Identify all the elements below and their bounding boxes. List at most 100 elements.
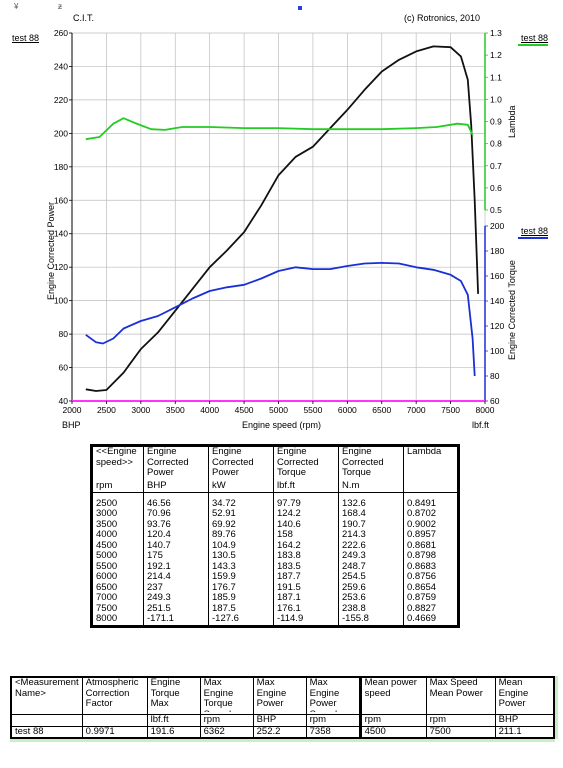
table-cell: 130.5 — [208, 550, 274, 562]
y-tick-label-lambda: 0.9 — [490, 117, 502, 127]
unit-cell: rpm — [305, 714, 361, 727]
table-row: 6000 214.4 159.9 187.7 254.5 0.8756 — [92, 571, 459, 583]
header-mark-right: ƶ — [58, 2, 62, 11]
table-cell: 46.56 — [143, 498, 209, 509]
y-tick-label-lambda: 0.5 — [490, 205, 502, 215]
unit-cell: rpm — [199, 714, 254, 727]
y-tick-label-power: 200 — [54, 128, 68, 138]
y-tick-label-power: 40 — [59, 396, 69, 406]
y-tick-label-lambda: 0.7 — [490, 161, 502, 171]
header-dot-icon — [298, 6, 302, 10]
y-tick-label-power: 240 — [54, 61, 68, 71]
table-cell: 143.3 — [208, 561, 274, 572]
col-header-max-power-speed: Max Engine Power Speed — [309, 678, 340, 712]
col-header-mean-engine-power: Mean Engine Power — [498, 678, 529, 709]
unit-cell: BHP — [143, 480, 209, 493]
table-cell: 0.8798 — [403, 550, 459, 562]
table-cell: -127.6 — [208, 613, 274, 627]
header-copyright: (c) Rotronics, 2010 — [404, 13, 481, 23]
unit-cell: BHP — [252, 714, 307, 727]
table-cell: 249.3 — [338, 550, 404, 562]
y-tick-label-power: 180 — [54, 162, 68, 172]
x-tick-label: 7500 — [441, 405, 460, 415]
col-header-atmospheric-correction: Atmospheric Correction Factor — [85, 678, 139, 709]
table-cell: 192.1 — [143, 561, 209, 572]
table-row: 4000 120.4 89.76 158 214.3 0.8957 — [92, 529, 459, 541]
y-tick-label-lambda: 1.0 — [490, 94, 502, 104]
y-tick-label-power: 100 — [54, 296, 68, 306]
legend-line-torque — [518, 237, 548, 239]
table-row: 7000 249.3 185.9 187.1 253.6 0.8759 — [92, 592, 459, 604]
y-tick-label-lambda: 1.3 — [490, 28, 502, 38]
col-header-torque-nm: Engine Corrected Torque — [342, 447, 384, 478]
series-line-lambda — [85, 117, 474, 141]
table-row: 3500 93.76 69.92 140.6 190.7 0.9002 — [92, 519, 459, 530]
table-row: test 88 0.9971 191.6 6362 252.2 7358 450… — [11, 726, 554, 738]
y-tick-label-torque: 60 — [490, 396, 500, 406]
table-cell: 124.2 — [273, 508, 339, 520]
results-table: <<Engine speed>> Engine Corrected Power … — [90, 444, 460, 628]
table-cell: 120.4 — [143, 529, 209, 541]
table-cell: 0.4669 — [403, 613, 459, 627]
col-header-max-torque-speed: Max Engine Torque Speed — [203, 678, 234, 712]
x-tick-label: 5000 — [269, 405, 288, 415]
table-cell: 7000 — [96, 592, 118, 603]
y-tick-label-power: 140 — [54, 229, 68, 239]
unit-cell: N.m — [338, 480, 404, 493]
table-cell: 0.8702 — [403, 508, 459, 520]
table-cell: 4000 — [96, 529, 118, 540]
y-tick-label-power: 160 — [54, 195, 68, 205]
y-tick-label-power: 120 — [54, 262, 68, 272]
table-row: 5500 192.1 143.3 183.5 248.7 0.8683 — [92, 561, 459, 572]
unit-cell: rpm — [358, 714, 427, 727]
col-header-lambda: Lambda — [407, 447, 442, 457]
units-row: lbf.ft rpm BHP rpm rpm rpm BHP — [11, 714, 554, 727]
table-row: 3000 70.96 52.91 124.2 168.4 0.8702 — [92, 508, 459, 520]
header-subtitle: C.I.T. — [73, 13, 95, 23]
y-tick-label-power: 80 — [59, 329, 69, 339]
table-cell: 6362 — [199, 726, 254, 738]
dyno-chart: 2000 2500 3000 3500 4000 4500 5000 5500 6000 6500… — [54, 28, 505, 415]
table-cell: 4500 — [96, 539, 118, 551]
header-mark-left: ¥ — [14, 2, 19, 11]
table-cell: 187.7 — [273, 571, 339, 583]
table-row: 7500 251.5 187.5 176.1 238.8 0.8827 — [92, 602, 459, 614]
table-cell: -171.1 — [143, 613, 209, 627]
table-cell: 168.4 — [338, 508, 404, 520]
results-table-header: <<Engine speed>> Engine Corrected Power … — [92, 445, 459, 481]
summary-table-header: <Measurement Name> Atmospheric Correctio… — [11, 677, 554, 715]
y-tick-label-torque: 100 — [490, 346, 504, 356]
table-cell: -114.9 — [273, 613, 339, 627]
table-cell: 252.2 — [252, 726, 307, 738]
x-tick-label: 5500 — [303, 405, 322, 415]
table-cell: 3000 — [96, 508, 118, 519]
col-header-torque-lbft: Engine Corrected Torque — [277, 447, 319, 478]
unit-cell: kW — [208, 480, 274, 493]
col-header-torque-max: Engine Torque Max — [150, 678, 181, 709]
table-cell: 7500 — [96, 602, 118, 614]
table-cell: 0.8683 — [403, 561, 459, 572]
col-header-max-power: Max Engine Power — [256, 678, 287, 709]
table-cell: 158 — [273, 529, 339, 541]
table-cell: 7500 — [425, 726, 496, 738]
y-tick-label-torque: 180 — [490, 246, 504, 256]
unit-cell: rpm — [425, 714, 496, 727]
table-cell: 191.5 — [273, 582, 339, 593]
table-cell: 70.96 — [143, 508, 209, 520]
y-tick-label-lambda: 1.2 — [490, 50, 502, 60]
table-cell: 175 — [143, 550, 209, 562]
col-header-mean-power-speed: Mean power speed — [364, 678, 417, 699]
unit-cell — [81, 714, 148, 727]
table-cell: -155.8 — [338, 613, 404, 627]
col-header-max-speed-mean-power: Max Speed Mean Power — [429, 678, 483, 699]
unit-cell: lbf.ft — [146, 714, 201, 727]
table-cell: 0.9971 — [81, 726, 148, 738]
x-tick-label: 7000 — [407, 405, 426, 415]
y-tick-label-torque: 140 — [490, 296, 504, 306]
table-cell: 191.6 — [146, 726, 201, 738]
table-cell: 211.1 — [494, 726, 554, 738]
table-cell: 140.6 — [273, 519, 339, 530]
summary-table: <Measurement Name> Atmospheric Correctio… — [10, 676, 555, 739]
table-cell: 176.7 — [208, 582, 274, 593]
y-tick-label-torque: 80 — [490, 371, 500, 381]
